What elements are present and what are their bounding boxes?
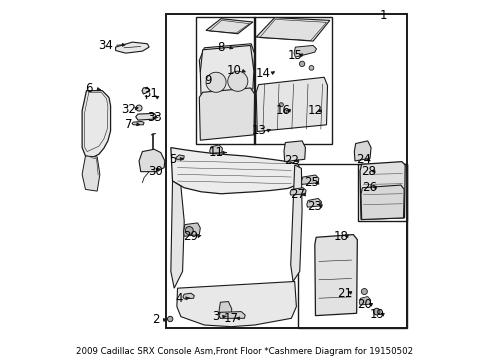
- Bar: [298, 164, 406, 328]
- Bar: [358, 164, 406, 221]
- Text: 22: 22: [284, 154, 298, 167]
- Text: 16: 16: [275, 104, 290, 117]
- Text: 5: 5: [168, 153, 176, 166]
- Polygon shape: [183, 293, 194, 299]
- Polygon shape: [359, 162, 405, 220]
- Polygon shape: [306, 198, 321, 207]
- Text: 31: 31: [143, 87, 158, 100]
- Polygon shape: [115, 42, 149, 53]
- Text: 19: 19: [368, 309, 384, 321]
- Text: 28: 28: [360, 165, 375, 177]
- Text: 26: 26: [362, 181, 377, 194]
- Polygon shape: [205, 19, 252, 34]
- Polygon shape: [82, 156, 100, 191]
- Polygon shape: [256, 18, 329, 41]
- Polygon shape: [360, 185, 404, 220]
- Text: 11: 11: [208, 146, 223, 159]
- Bar: [165, 14, 406, 328]
- Circle shape: [227, 71, 247, 91]
- Polygon shape: [82, 91, 110, 158]
- Polygon shape: [170, 181, 184, 288]
- Text: 2009 Cadillac SRX Console Asm,Front Floor *Cashmere Diagram for 19150502: 2009 Cadillac SRX Console Asm,Front Floo…: [76, 346, 412, 356]
- Text: 30: 30: [148, 165, 163, 177]
- Text: 17: 17: [223, 312, 238, 325]
- Polygon shape: [219, 312, 244, 318]
- Text: 4: 4: [175, 292, 183, 305]
- Bar: [196, 17, 254, 144]
- Bar: [253, 17, 331, 144]
- Text: 2: 2: [152, 314, 159, 327]
- Circle shape: [308, 66, 313, 70]
- Polygon shape: [301, 175, 318, 184]
- Polygon shape: [256, 77, 327, 131]
- Text: 34: 34: [98, 39, 113, 52]
- Circle shape: [299, 61, 304, 67]
- Polygon shape: [209, 145, 222, 153]
- Text: 10: 10: [226, 64, 242, 77]
- Circle shape: [136, 105, 142, 111]
- Circle shape: [283, 110, 286, 113]
- Polygon shape: [199, 88, 254, 140]
- Circle shape: [205, 72, 225, 92]
- Text: 23: 23: [307, 200, 322, 213]
- Polygon shape: [314, 235, 357, 316]
- Text: 9: 9: [203, 74, 211, 87]
- Polygon shape: [170, 148, 301, 194]
- Circle shape: [373, 308, 379, 315]
- Polygon shape: [289, 188, 305, 195]
- Polygon shape: [199, 44, 254, 72]
- Polygon shape: [359, 297, 370, 305]
- Text: 6: 6: [85, 82, 92, 95]
- Text: 3: 3: [212, 310, 219, 323]
- Circle shape: [361, 288, 366, 294]
- Polygon shape: [176, 155, 184, 159]
- Polygon shape: [284, 141, 305, 162]
- Text: 27: 27: [290, 188, 305, 201]
- Text: 21: 21: [337, 287, 352, 300]
- Text: 12: 12: [306, 104, 322, 117]
- Text: 8: 8: [217, 41, 224, 54]
- Polygon shape: [135, 113, 157, 120]
- Polygon shape: [200, 45, 253, 94]
- Polygon shape: [132, 121, 144, 125]
- Polygon shape: [354, 141, 370, 161]
- Text: 25: 25: [304, 176, 318, 189]
- Text: 20: 20: [357, 298, 372, 311]
- Polygon shape: [142, 87, 149, 94]
- Polygon shape: [293, 45, 316, 57]
- Text: 14: 14: [255, 67, 270, 80]
- Text: 24: 24: [355, 153, 370, 166]
- Text: 32: 32: [122, 103, 136, 116]
- Polygon shape: [219, 302, 231, 317]
- Polygon shape: [290, 165, 302, 282]
- Polygon shape: [183, 223, 200, 236]
- Text: 29: 29: [183, 230, 198, 243]
- Circle shape: [185, 226, 193, 235]
- Circle shape: [279, 103, 283, 107]
- Text: 7: 7: [125, 118, 132, 131]
- Polygon shape: [177, 282, 296, 327]
- Text: 13: 13: [252, 124, 266, 137]
- Text: 15: 15: [286, 49, 302, 62]
- Polygon shape: [139, 149, 164, 172]
- Circle shape: [167, 316, 172, 322]
- Text: 33: 33: [146, 111, 161, 124]
- Text: 1: 1: [379, 9, 386, 22]
- Text: 18: 18: [333, 230, 348, 243]
